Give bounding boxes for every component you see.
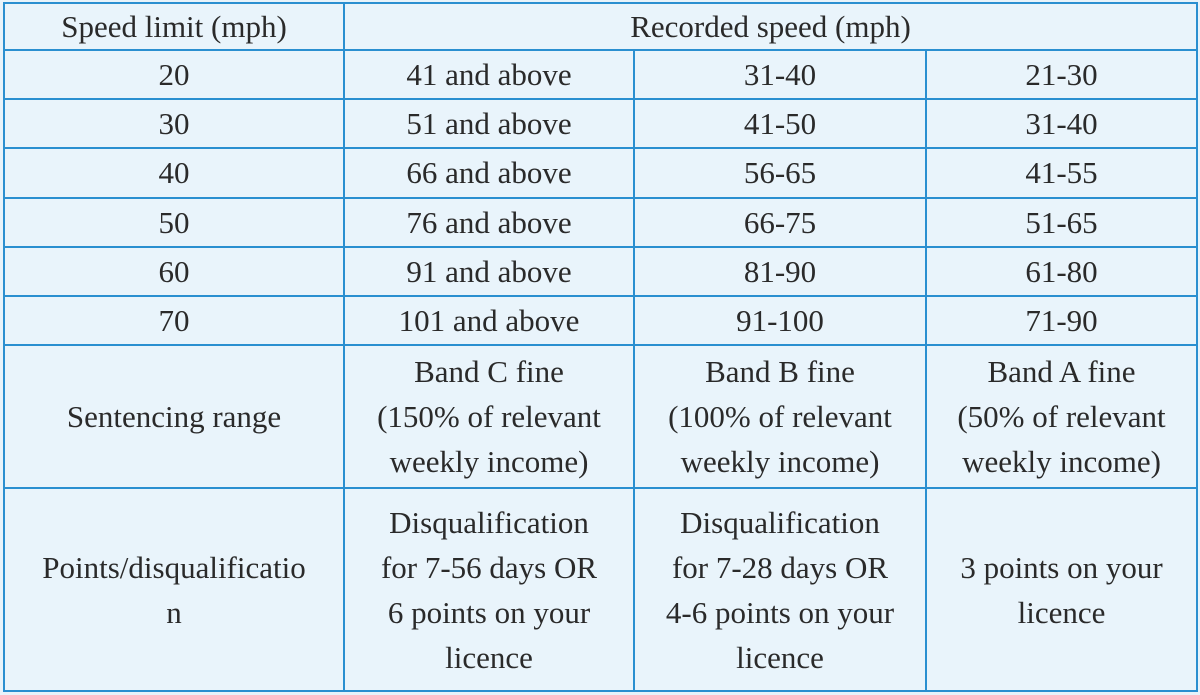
band-c-speed-cell: 101 and above: [343, 294, 635, 346]
band-c-speed-cell: 41 and above: [343, 49, 635, 101]
band-a-speed-cell: 31-40: [925, 98, 1198, 150]
band-c-speed-cell: 91 and above: [343, 245, 635, 297]
header-speed-limit: Speed limit (mph): [3, 1, 345, 52]
band-a-fine-cell: Band A fine (50% of relevant weekly inco…: [925, 343, 1198, 490]
table-row: 50 76 and above 66-75 51-65: [3, 196, 1198, 248]
band-a-speed-cell: 61-80: [925, 245, 1198, 297]
sentencing-row: Sentencing range Band C fine (150% of re…: [3, 343, 1198, 490]
band-b-points-cell: Disqualification for 7-28 days OR 4-6 po…: [633, 487, 927, 692]
band-b-fine-cell: Band B fine (100% of relevant weekly inc…: [633, 343, 927, 490]
speeding-fines-table: Speed limit (mph) Recorded speed (mph) 2…: [3, 1, 1198, 692]
band-b-speed-cell: 66-75: [633, 196, 927, 248]
table-row: 60 91 and above 81-90 61-80: [3, 245, 1198, 297]
band-b-speed-cell: 81-90: [633, 245, 927, 297]
band-c-speed-cell: 66 and above: [343, 147, 635, 199]
speed-limit-cell: 30: [3, 98, 345, 150]
band-b-speed-cell: 91-100: [633, 294, 927, 346]
band-b-speed-cell: 31-40: [633, 49, 927, 101]
points-row: Points/disqualificatio n Disqualificatio…: [3, 487, 1198, 692]
table-row: 70 101 and above 91-100 71-90: [3, 294, 1198, 346]
speed-limit-cell: 20: [3, 49, 345, 101]
band-a-speed-cell: 21-30: [925, 49, 1198, 101]
band-a-speed-cell: 71-90: [925, 294, 1198, 346]
band-c-fine-cell: Band C fine (150% of relevant weekly inc…: [343, 343, 635, 490]
sentencing-label: Sentencing range: [3, 343, 345, 490]
table-row: 40 66 and above 56-65 41-55: [3, 147, 1198, 199]
band-b-speed-cell: 56-65: [633, 147, 927, 199]
speed-limit-cell: 70: [3, 294, 345, 346]
band-a-speed-cell: 41-55: [925, 147, 1198, 199]
speed-limit-cell: 50: [3, 196, 345, 248]
speed-limit-cell: 40: [3, 147, 345, 199]
table-row: 20 41 and above 31-40 21-30: [3, 49, 1198, 101]
speed-limit-cell: 60: [3, 245, 345, 297]
band-c-speed-cell: 51 and above: [343, 98, 635, 150]
band-a-points-cell: 3 points on your licence: [925, 487, 1198, 692]
band-c-speed-cell: 76 and above: [343, 196, 635, 248]
header-recorded-speed: Recorded speed (mph): [343, 1, 1198, 52]
band-b-speed-cell: 41-50: [633, 98, 927, 150]
band-c-points-cell: Disqualification for 7-56 days OR 6 poin…: [343, 487, 635, 692]
band-a-speed-cell: 51-65: [925, 196, 1198, 248]
table-row: 30 51 and above 41-50 31-40: [3, 98, 1198, 150]
points-label: Points/disqualificatio n: [3, 487, 345, 692]
header-row: Speed limit (mph) Recorded speed (mph): [3, 1, 1198, 52]
